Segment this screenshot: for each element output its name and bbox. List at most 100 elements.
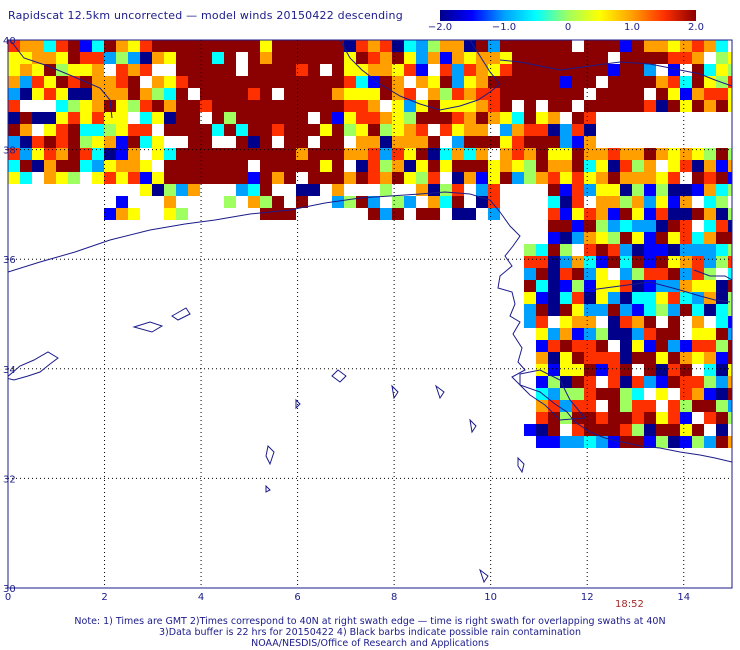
wind-cell <box>608 292 620 304</box>
wind-cell <box>368 208 380 220</box>
wind-cell <box>140 100 152 112</box>
wind-cell <box>596 220 608 232</box>
wind-cell <box>224 124 236 136</box>
wind-cell <box>680 256 692 268</box>
wind-cell <box>620 316 632 328</box>
wind-cell <box>116 64 128 76</box>
wind-cell <box>680 364 692 376</box>
wind-cell <box>200 40 212 52</box>
wind-cell <box>560 172 572 184</box>
wind-cell <box>548 388 560 400</box>
wind-cell <box>728 328 732 340</box>
wind-cell <box>620 184 632 196</box>
wind-cell <box>116 160 128 172</box>
wind-cell <box>404 52 416 64</box>
wind-cell <box>644 268 656 280</box>
wind-cell <box>668 376 680 388</box>
wind-cell <box>296 184 308 196</box>
wind-cell <box>284 124 296 136</box>
wind-cell <box>416 124 428 136</box>
wind-cell <box>596 388 608 400</box>
wind-cell <box>32 148 44 160</box>
wind-cell <box>560 256 572 268</box>
wind-cell <box>140 184 152 196</box>
wind-cell <box>728 172 732 184</box>
wind-cell <box>632 328 644 340</box>
wind-cell <box>512 124 524 136</box>
wind-cell <box>692 172 704 184</box>
wind-cell <box>416 112 428 124</box>
wind-cell <box>404 88 416 100</box>
wind-cell <box>512 64 524 76</box>
wind-cell <box>572 232 584 244</box>
wind-cell <box>596 40 608 52</box>
wind-cell <box>560 316 572 328</box>
wind-cell <box>704 172 716 184</box>
wind-cell <box>572 172 584 184</box>
wind-cell <box>56 124 68 136</box>
wind-cell <box>176 172 188 184</box>
wind-cell <box>476 100 488 112</box>
wind-cell <box>332 124 344 136</box>
wind-cell <box>176 184 188 196</box>
wind-cell <box>188 112 200 124</box>
wind-cell <box>500 64 512 76</box>
wind-cell <box>728 292 732 304</box>
wind-cell <box>656 76 668 88</box>
wind-cell <box>224 64 236 76</box>
wind-cell <box>8 160 20 172</box>
wind-cell <box>668 232 680 244</box>
wind-cell <box>584 76 596 88</box>
wind-cell <box>320 100 332 112</box>
wind-cell <box>260 124 272 136</box>
wind-cell <box>464 148 476 160</box>
wind-cell <box>260 52 272 64</box>
wind-cell <box>380 148 392 160</box>
wind-cell <box>596 292 608 304</box>
wind-cell <box>236 160 248 172</box>
wind-cell <box>632 424 644 436</box>
wind-cell <box>8 148 20 160</box>
wind-cell <box>188 160 200 172</box>
wind-cell <box>728 352 732 364</box>
wind-cell <box>728 400 732 412</box>
wind-cell <box>716 256 728 268</box>
wind-cell <box>536 292 548 304</box>
map-title: Rapidscat 12.5km uncorrected — model win… <box>8 9 403 22</box>
wind-cell <box>728 232 732 244</box>
wind-cell <box>296 196 308 208</box>
wind-cell <box>644 412 656 424</box>
wind-cell <box>284 136 296 148</box>
wind-cell <box>716 100 728 112</box>
wind-cell <box>188 52 200 64</box>
wind-cell <box>224 40 236 52</box>
wind-cell <box>92 124 104 136</box>
wind-cell <box>128 76 140 88</box>
wind-cell <box>728 148 732 160</box>
wind-cell <box>644 304 656 316</box>
wind-cell <box>92 148 104 160</box>
wind-cell <box>668 280 680 292</box>
wind-cell <box>608 256 620 268</box>
wind-cell <box>632 232 644 244</box>
wind-cell <box>560 364 572 376</box>
colorbar-label-min: −2.0 <box>427 22 453 33</box>
wind-cell <box>332 100 344 112</box>
wind-cell <box>656 232 668 244</box>
wind-cell <box>488 136 500 148</box>
wind-cell <box>572 424 584 436</box>
wind-cell <box>572 340 584 352</box>
wind-cell <box>68 52 80 64</box>
wind-cell <box>692 424 704 436</box>
wind-cell <box>716 280 728 292</box>
wind-cell <box>620 436 632 448</box>
wind-cell <box>596 364 608 376</box>
wind-cell <box>500 160 512 172</box>
wind-cell <box>104 148 116 160</box>
wind-cell <box>620 52 632 64</box>
wind-cell <box>260 64 272 76</box>
wind-cell <box>620 148 632 160</box>
wind-cell <box>680 412 692 424</box>
wind-cell <box>716 340 728 352</box>
wind-cell <box>200 52 212 64</box>
